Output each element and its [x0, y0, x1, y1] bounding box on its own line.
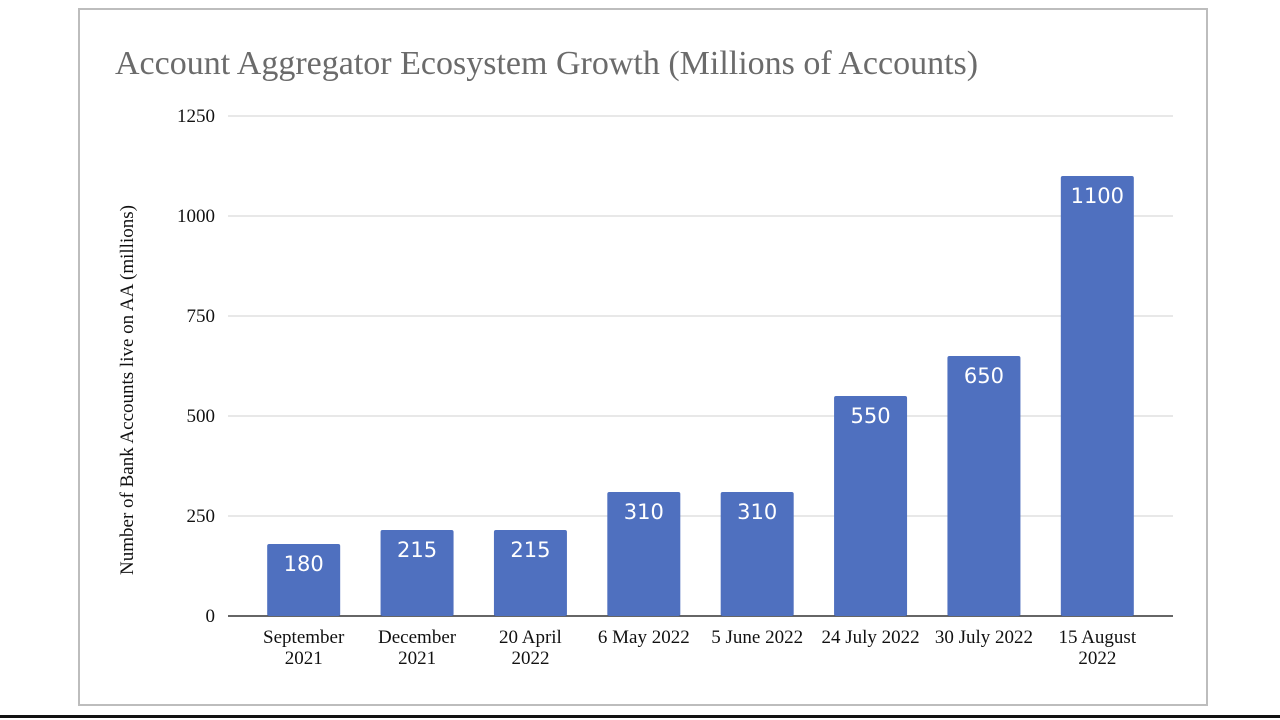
value-label: 180 [284, 552, 324, 576]
value-label: 215 [397, 538, 437, 562]
bar [1060, 176, 1134, 616]
y-tick-label: 1250 [177, 106, 215, 127]
x-tick-label: 6 May 2022 [597, 627, 690, 648]
bar [267, 544, 341, 616]
y-tick-label: 500 [187, 406, 216, 427]
value-label: 310 [624, 500, 664, 524]
value-label: 650 [964, 364, 1004, 388]
x-tick-label: 24 July 2022 [821, 627, 920, 648]
value-label: 550 [851, 404, 891, 428]
x-tick-label: September 2021 [263, 627, 345, 669]
x-tick-label: 5 June 2022 [711, 627, 804, 648]
bar [834, 396, 908, 616]
y-tick-label: 250 [187, 506, 216, 527]
bar [720, 492, 794, 616]
bar [380, 530, 454, 616]
x-tick-label: 15 August 2022 [1058, 627, 1137, 669]
y-tick-label: 1000 [177, 206, 215, 227]
x-tick-label: December 2021 [378, 627, 457, 669]
value-label: 1100 [1071, 184, 1124, 208]
y-axis-label: Number of Bank Accounts live on AA (mill… [117, 205, 138, 575]
x-tick-label: 30 July 2022 [934, 627, 1034, 648]
bar [947, 356, 1021, 616]
x-tick-label: 20 April 2022 [499, 627, 562, 669]
chart-title: Account Aggregator Ecosystem Growth (Mil… [115, 45, 978, 82]
bottom-rule [0, 715, 1280, 718]
bar [493, 530, 567, 616]
value-label: 215 [510, 538, 550, 562]
y-tick-label: 750 [187, 306, 216, 327]
value-label: 310 [737, 500, 777, 524]
chart-frame [78, 8, 1208, 706]
y-tick-label: 0 [206, 606, 216, 627]
bar [607, 492, 681, 616]
